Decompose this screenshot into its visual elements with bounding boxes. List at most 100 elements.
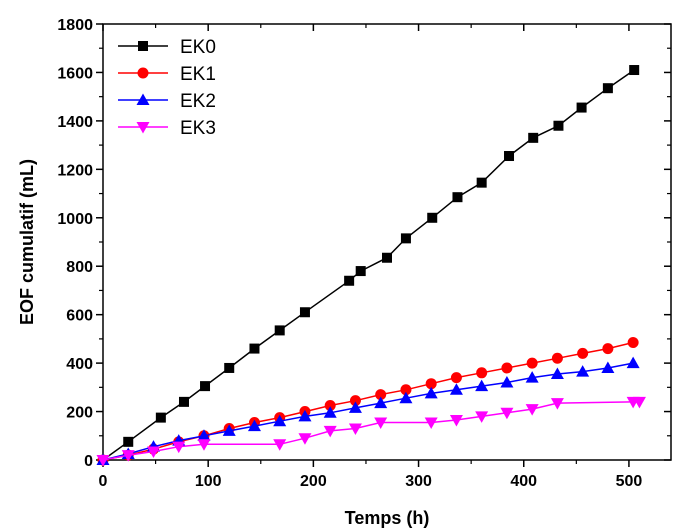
- data-point: [576, 102, 587, 113]
- y-tick-label: 1400: [57, 114, 93, 131]
- legend-label: EK1: [180, 64, 216, 85]
- data-point: [601, 361, 615, 373]
- data-point: [602, 343, 614, 355]
- data-point: [121, 450, 135, 462]
- data-point: [500, 407, 514, 420]
- data-point: [123, 436, 134, 447]
- data-point: [425, 378, 437, 390]
- data-point: [274, 325, 285, 336]
- y-tick-label: 800: [66, 259, 93, 276]
- data-point: [504, 151, 515, 162]
- y-tick-label: 1800: [57, 17, 93, 34]
- y-tick-label: 0: [84, 453, 93, 470]
- x-tick-label: 400: [510, 473, 537, 490]
- data-point: [632, 396, 646, 409]
- legend-item: EK0: [118, 37, 216, 58]
- legend-label: EK2: [180, 91, 216, 112]
- data-point: [348, 423, 362, 436]
- series-layer: [96, 65, 646, 467]
- data-point: [550, 367, 564, 380]
- legend-marker: [136, 122, 150, 134]
- legend-item: EK1: [118, 64, 216, 85]
- y-tick-label: 1200: [57, 162, 93, 179]
- data-point: [424, 386, 438, 399]
- y-tick-label: 1000: [57, 211, 93, 228]
- x-tick-label: 200: [300, 473, 327, 490]
- data-point: [323, 406, 337, 418]
- data-point: [475, 411, 489, 423]
- data-point: [197, 429, 211, 441]
- data-point: [96, 455, 110, 467]
- legend-item: EK3: [118, 118, 216, 139]
- data-point: [476, 367, 488, 379]
- data-point: [299, 307, 310, 318]
- data-point: [172, 441, 186, 454]
- data-point: [576, 365, 590, 377]
- data-point: [249, 343, 260, 354]
- y-tick-label: 1600: [57, 65, 93, 82]
- data-point: [273, 414, 287, 427]
- data-point: [629, 65, 640, 76]
- legend-label: EK3: [180, 118, 216, 139]
- data-point: [200, 381, 211, 392]
- data-point: [348, 401, 362, 413]
- data-point: [626, 356, 640, 369]
- legend: EK0 EK1 EK2 EK3: [118, 37, 216, 139]
- data-point: [424, 417, 438, 429]
- series-ek3: [96, 396, 646, 467]
- legend-item: EK2: [118, 91, 216, 112]
- series-line: [102, 69, 635, 461]
- series-line: [102, 401, 640, 461]
- data-point: [400, 384, 412, 396]
- data-point: [476, 177, 487, 188]
- data-point: [375, 389, 387, 401]
- data-point: [400, 233, 411, 244]
- data-point: [247, 419, 261, 432]
- data-point: [501, 362, 513, 374]
- data-point: [197, 439, 211, 451]
- data-point: [449, 415, 463, 427]
- data-point: [449, 383, 463, 395]
- plot-frame: [102, 23, 672, 461]
- data-point: [450, 372, 462, 384]
- data-point: [553, 120, 564, 131]
- data-point: [528, 132, 539, 143]
- data-point: [427, 212, 438, 223]
- data-point: [224, 362, 235, 373]
- data-point: [273, 439, 287, 451]
- data-point: [550, 398, 564, 410]
- data-point: [551, 352, 563, 364]
- data-point: [155, 412, 166, 423]
- legend-marker: [137, 67, 149, 79]
- x-tick-label: 100: [195, 473, 222, 490]
- x-axis-title: Temps (h): [345, 508, 430, 528]
- y-tick-label: 200: [66, 405, 93, 422]
- data-point: [475, 379, 489, 392]
- data-point: [344, 275, 355, 286]
- data-point: [355, 266, 366, 277]
- data-point: [399, 391, 413, 404]
- data-point: [526, 357, 538, 369]
- data-point: [222, 424, 236, 436]
- y-tick-label: 400: [66, 356, 93, 373]
- y-axis-title: EOF cumulatif (mL): [17, 159, 37, 325]
- axis-ticks: 0 100 200 300 400 500 0 200 400 600 800 1000 1200 140…: [57, 17, 671, 490]
- data-point: [324, 400, 336, 411]
- data-point: [374, 396, 388, 409]
- data-point: [374, 417, 388, 429]
- x-tick-label: 300: [405, 473, 432, 490]
- data-point: [298, 433, 312, 445]
- data-point: [146, 446, 160, 459]
- data-point: [298, 409, 312, 422]
- data-point: [602, 83, 613, 94]
- data-point: [500, 375, 514, 388]
- series-line: [102, 362, 634, 461]
- data-point: [178, 396, 189, 407]
- data-point: [382, 252, 392, 263]
- data-point: [525, 404, 539, 416]
- y-tick-label: 600: [66, 308, 93, 325]
- data-point: [452, 192, 463, 203]
- data-point: [577, 347, 589, 359]
- data-point: [525, 371, 539, 383]
